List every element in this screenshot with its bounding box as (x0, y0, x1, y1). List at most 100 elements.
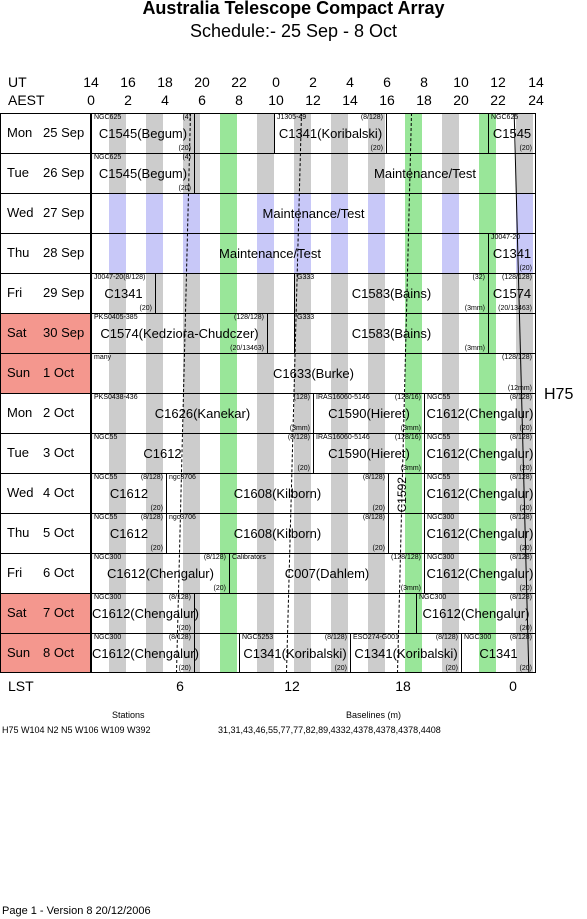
time-stripe (294, 553, 311, 593)
time-stripe (220, 393, 237, 433)
time-stripe (368, 233, 385, 273)
page-footer: Page 1 - Version 8 20/12/2006 (2, 905, 151, 917)
project-block (194, 113, 274, 153)
day-row: Thu 28 Sep Maintenance/Test J0047-20 (20) C13… (0, 233, 536, 273)
time-stripe (183, 113, 200, 153)
project-block: NGC625 (4) (20) C1545(Begum) (91, 153, 194, 193)
time-stripe (257, 553, 274, 593)
day-label-cell: Thu 28 Sep (1, 233, 91, 273)
time-stripe (146, 553, 163, 593)
project-name: C1590(Hieret) (328, 446, 410, 461)
time-stripe (368, 313, 385, 353)
correlator-config: (128/16) (394, 434, 421, 441)
aest-tick: 24 (528, 92, 544, 108)
schedule-track: Maintenance/Test (91, 193, 535, 233)
lst-tick: 6 (176, 678, 184, 694)
time-stripe (183, 193, 200, 233)
time-stripe (479, 153, 496, 193)
time-stripe (109, 433, 126, 473)
schedule-track: NGC55 (8/128) (20) C1612 ngc3706 (8/128) (20) C… (91, 513, 535, 553)
time-stripe (183, 233, 200, 273)
time-stripe (368, 553, 385, 593)
schedule-track: NGC55 (8/128) (20) C1612 IRAS16060-5146 (128/… (91, 433, 535, 473)
time-stripe (331, 313, 348, 353)
project-name: C1612(Chengalur) (92, 606, 199, 621)
receiver-band: (3mm) (400, 425, 421, 432)
correlator-config: (128/128) (391, 554, 421, 561)
time-stripe (331, 273, 348, 313)
row-divider (0, 153, 536, 154)
time-stripe (368, 273, 385, 313)
day-row: Wed 4 Oct NGC55 (8/128) (20) C1612 ngc3706 (8/1… (0, 473, 536, 513)
project-name: C1574(Kedziora-Chudczer) (100, 326, 259, 341)
time-stripe (220, 513, 237, 553)
project-block: NGC300 (8/128) (20) C1612(Chengalur) (424, 513, 535, 553)
ut-label: UT (8, 74, 27, 90)
project-block: ngc3706 (8/128) (20) C1608(Kilborn) (166, 473, 388, 513)
lst-tick: 0 (509, 678, 517, 694)
correlator-config: (8/128) (435, 634, 458, 641)
day-date: 3 Oct (43, 445, 75, 460)
time-stripe (331, 353, 348, 393)
day-name: Sun (7, 645, 31, 660)
time-stripe (220, 273, 237, 313)
time-stripe (368, 353, 385, 393)
page-subtitle: Schedule:- 25 Sep - 8 Oct (189, 21, 398, 41)
day-date: 29 Sep (43, 285, 85, 300)
time-stripe (516, 353, 533, 393)
schedule-track: many (128/128) (12mm) C1633(Burke) (91, 353, 535, 393)
project-name: C1612(Chengalur) (92, 646, 199, 661)
time-stripe (516, 633, 533, 673)
target-name: NGC55 (94, 434, 118, 441)
time-stripe (442, 633, 459, 673)
correlator-config: (8/128) (168, 594, 191, 601)
time-stripe (109, 473, 126, 513)
project-block: NGC300 (8/128) (20) C1341 (461, 633, 535, 673)
correlator-config: (8/128) (168, 634, 191, 641)
ut-tick: 14 (83, 74, 99, 90)
project-name: C1608(Kilborn) (233, 526, 322, 541)
receiver-band: (20) (519, 665, 532, 672)
time-stripe (294, 473, 311, 513)
grid-left-border (0, 113, 1, 673)
day-row: Tue 3 Oct NGC55 (8/128) (20) C1612 IRAS16060-5… (0, 433, 536, 473)
time-stripe (405, 553, 422, 593)
time-stripe (331, 113, 348, 153)
project-block: PKS0405-385 (128/128) (20/13463) C1574(Kedz… (91, 313, 267, 353)
day-label-cell: Tue 26 Sep (1, 153, 91, 193)
target-name: NGC300 (94, 634, 122, 641)
aest-tick: 12 (305, 92, 321, 108)
receiver-band: (20) (178, 665, 191, 672)
time-stripe (442, 273, 459, 313)
day-label-cell: Fri 29 Sep (1, 273, 91, 313)
target-name: NGC55 (94, 514, 118, 521)
day-date: 4 Oct (43, 485, 75, 500)
project-name: C007(Dahlem) (284, 566, 370, 581)
project-name: C1341 (104, 286, 143, 301)
time-stripe (442, 433, 459, 473)
project-block: Maintenance/Test (91, 233, 488, 273)
project-block: IRAS16060-5146 (128/16) (3mm) C1590(Hieret) (313, 433, 424, 473)
time-stripe (109, 313, 126, 353)
project-block: G333 (3mm) C1583(Bains) (294, 313, 488, 353)
lst-tick: 18 (395, 678, 411, 694)
time-stripe (442, 153, 459, 193)
project-name: C1608(Kilborn) (233, 486, 322, 501)
project-block: G333 (32) (3mm) C1583(Bains) (294, 273, 488, 313)
time-stripe (516, 593, 533, 633)
target-name: NGC300 (94, 594, 122, 601)
time-stripe (146, 273, 163, 313)
row-divider (0, 193, 536, 194)
time-stripe (294, 153, 311, 193)
correlator-config: (8/128) (140, 474, 163, 481)
time-stripe (220, 193, 237, 233)
time-stripe (479, 593, 496, 633)
project-block: NGC55 (8/128) (20) C1612 (91, 513, 166, 553)
project-block: IRAS16060-5146 (128/16) (3mm) C1590(Hieret) (313, 393, 424, 433)
time-stripe (109, 353, 126, 393)
time-stripe (146, 353, 163, 393)
time-stripe (405, 313, 422, 353)
time-stripe (109, 513, 126, 553)
time-stripe (442, 233, 459, 273)
day-row: Fri 29 Sep J0047-20(8/128) (20) C1341 G333 (32… (0, 273, 536, 313)
